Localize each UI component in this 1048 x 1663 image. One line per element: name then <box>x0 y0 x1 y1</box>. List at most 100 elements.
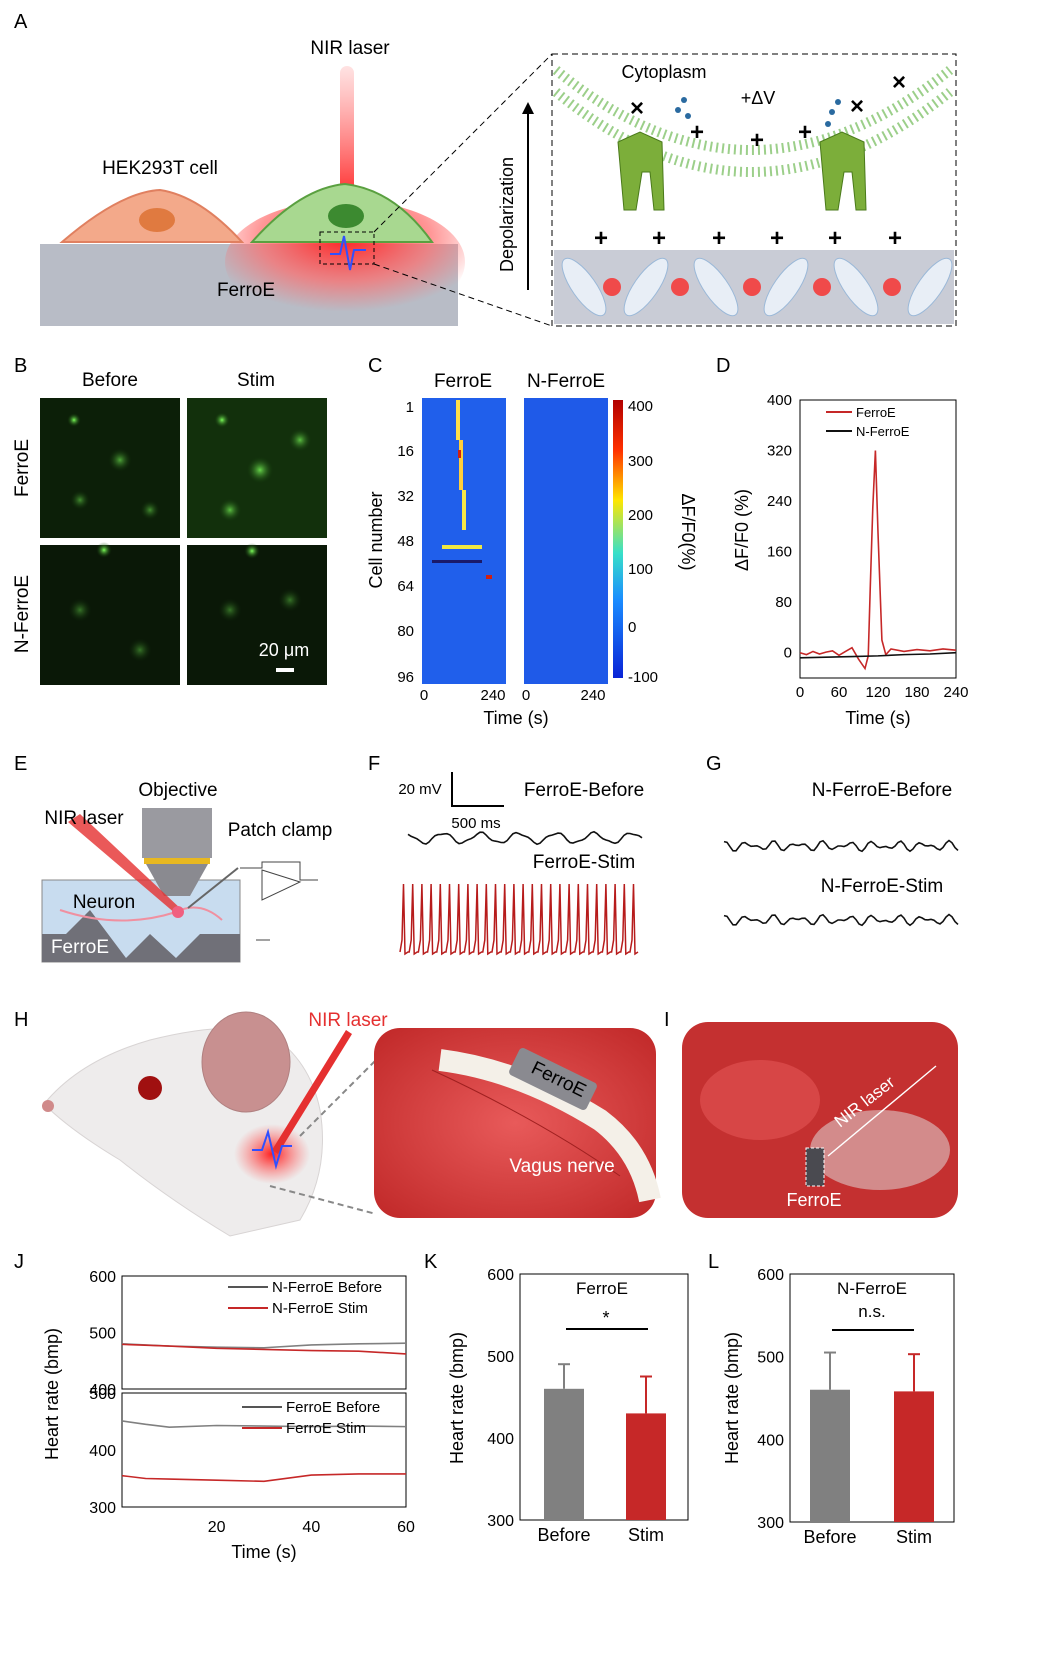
nir-label: NIR laser <box>310 38 390 59</box>
nir-beam <box>272 1030 352 1154</box>
micrograph <box>40 398 180 538</box>
svg-text:64: 64 <box>397 578 414 595</box>
svg-text:96: 96 <box>397 669 414 686</box>
y-tick: 400 <box>767 392 792 409</box>
ferroe-device <box>509 1048 597 1110</box>
panel-label: E <box>14 753 27 775</box>
x-label: Time (s) <box>483 708 548 728</box>
spike-icon <box>252 1128 292 1170</box>
trace-stim <box>723 913 959 927</box>
plot-frame <box>799 399 957 679</box>
arrow-head-icon <box>522 102 534 114</box>
ion-channel <box>617 131 665 211</box>
svg-text:32: 32 <box>397 488 414 505</box>
y-label: ΔF/F0 (%) <box>732 489 752 571</box>
charges: × + + + × × + + + + + + <box>594 69 906 252</box>
panel-label: H <box>14 1009 28 1031</box>
ferroe-substrate <box>42 910 240 962</box>
vessel <box>431 1069 621 1177</box>
scale-h: 500 ms <box>451 815 500 832</box>
cbar-ticks: 400 300 200 100 0 -100 <box>628 398 658 686</box>
x-tick: Stim <box>628 1525 664 1545</box>
neuron-soma <box>172 906 184 918</box>
ion <box>675 107 681 113</box>
panel-h: H NIR laser FerroE Vagus nerve <box>14 1009 661 1237</box>
y-tick: 0 <box>784 645 792 662</box>
svg-text:400: 400 <box>628 398 653 415</box>
y-tick: 300 <box>487 1513 514 1530</box>
col-stim: Stim <box>237 370 275 391</box>
ion <box>685 113 691 119</box>
y-tick: 500 <box>487 1349 514 1366</box>
amplifier-icon <box>261 869 302 901</box>
svg-text:0: 0 <box>628 619 636 636</box>
heatmap-ferroe-bands <box>422 398 506 684</box>
series-lines <box>121 1342 407 1483</box>
trace-label: FerroE-Stim <box>533 852 635 873</box>
panel-label: F <box>368 753 380 775</box>
x-tick: 0 <box>796 684 804 701</box>
y-label: Cell number <box>366 491 386 588</box>
plot-frame-bottom <box>121 1392 407 1508</box>
scale-bar <box>276 668 294 672</box>
trace-stim <box>399 883 639 956</box>
legend-label: N-FerroE Stim <box>272 1300 368 1317</box>
membrane-inner <box>552 88 954 177</box>
x-tick: 20 <box>208 1519 226 1536</box>
svg-text:240: 240 <box>480 687 505 704</box>
micrograph <box>40 542 180 685</box>
xticks: 20 40 60 <box>208 1519 415 1536</box>
panel-label: C <box>368 355 382 377</box>
cbar-label: ΔF/F0(%) <box>678 493 698 570</box>
x-tick: 60 <box>397 1519 415 1536</box>
panel-label: D <box>716 355 730 377</box>
svg-text:×: × <box>850 93 864 120</box>
particles <box>603 278 901 296</box>
svg-text:+: + <box>888 225 902 252</box>
bar <box>544 1388 584 1520</box>
panel-a: A NIR laser HEK293T cell FerroE ×+ + + ××… <box>14 11 957 327</box>
y-tick: 300 <box>757 1515 784 1532</box>
row-nferroe: N-FerroE <box>12 575 33 653</box>
heatmap-ferroe <box>422 398 506 684</box>
cyto-label: Cytoplasm <box>621 62 706 82</box>
ferroe-label: FerroE <box>786 1190 841 1210</box>
heatmap-nferroe <box>524 398 608 684</box>
zoom-box <box>319 231 375 265</box>
panel-label: K <box>424 1251 438 1273</box>
svg-text:+: + <box>798 119 812 146</box>
spike-icon <box>330 235 366 271</box>
y-label: Heart rate (bmp) <box>42 1328 62 1460</box>
panel-b: B Before Stim FerroE N-FerroE 20 μm <box>12 355 327 685</box>
chart-title: N-FerroE <box>837 1279 907 1298</box>
panel-d: D 400 320 240 160 80 0 0 60 120 180 240 FerroE N-… <box>716 355 969 728</box>
x-tick: Before <box>803 1527 856 1547</box>
svg-text:200: 200 <box>628 507 653 524</box>
trace-label: N-FerroE-Stim <box>821 876 943 897</box>
svg-text:+: + <box>828 225 842 252</box>
membrane-outer <box>552 66 954 155</box>
x-tick: Stim <box>896 1527 932 1547</box>
micrograph <box>187 543 327 685</box>
trace-before <box>723 839 959 853</box>
y-label: Heart rate (bmp) <box>447 1332 467 1464</box>
svg-text:-100: -100 <box>628 669 658 686</box>
hek-label: HEK293T cell <box>102 158 218 179</box>
nir-beam <box>68 814 182 914</box>
neuron-label: Neuron <box>73 892 135 913</box>
y-tick: 400 <box>487 1431 514 1448</box>
legend-label: FerroE Stim <box>286 1420 366 1437</box>
neuron <box>59 906 223 922</box>
dipoles <box>561 257 953 317</box>
y-label: Heart rate (bmp) <box>722 1332 742 1464</box>
trace-label: FerroE-Before <box>524 780 644 801</box>
plot-frame <box>519 1273 689 1521</box>
legend-label: FerroE <box>856 405 896 420</box>
series-lines <box>799 450 957 671</box>
sig-label: n.s. <box>858 1302 885 1321</box>
panel-l: L 600 500 400 300 N-FerroE n.s. Before Stim… <box>708 1251 955 1547</box>
objective-label: Objective <box>138 780 217 801</box>
svg-text:16: 16 <box>397 443 414 460</box>
